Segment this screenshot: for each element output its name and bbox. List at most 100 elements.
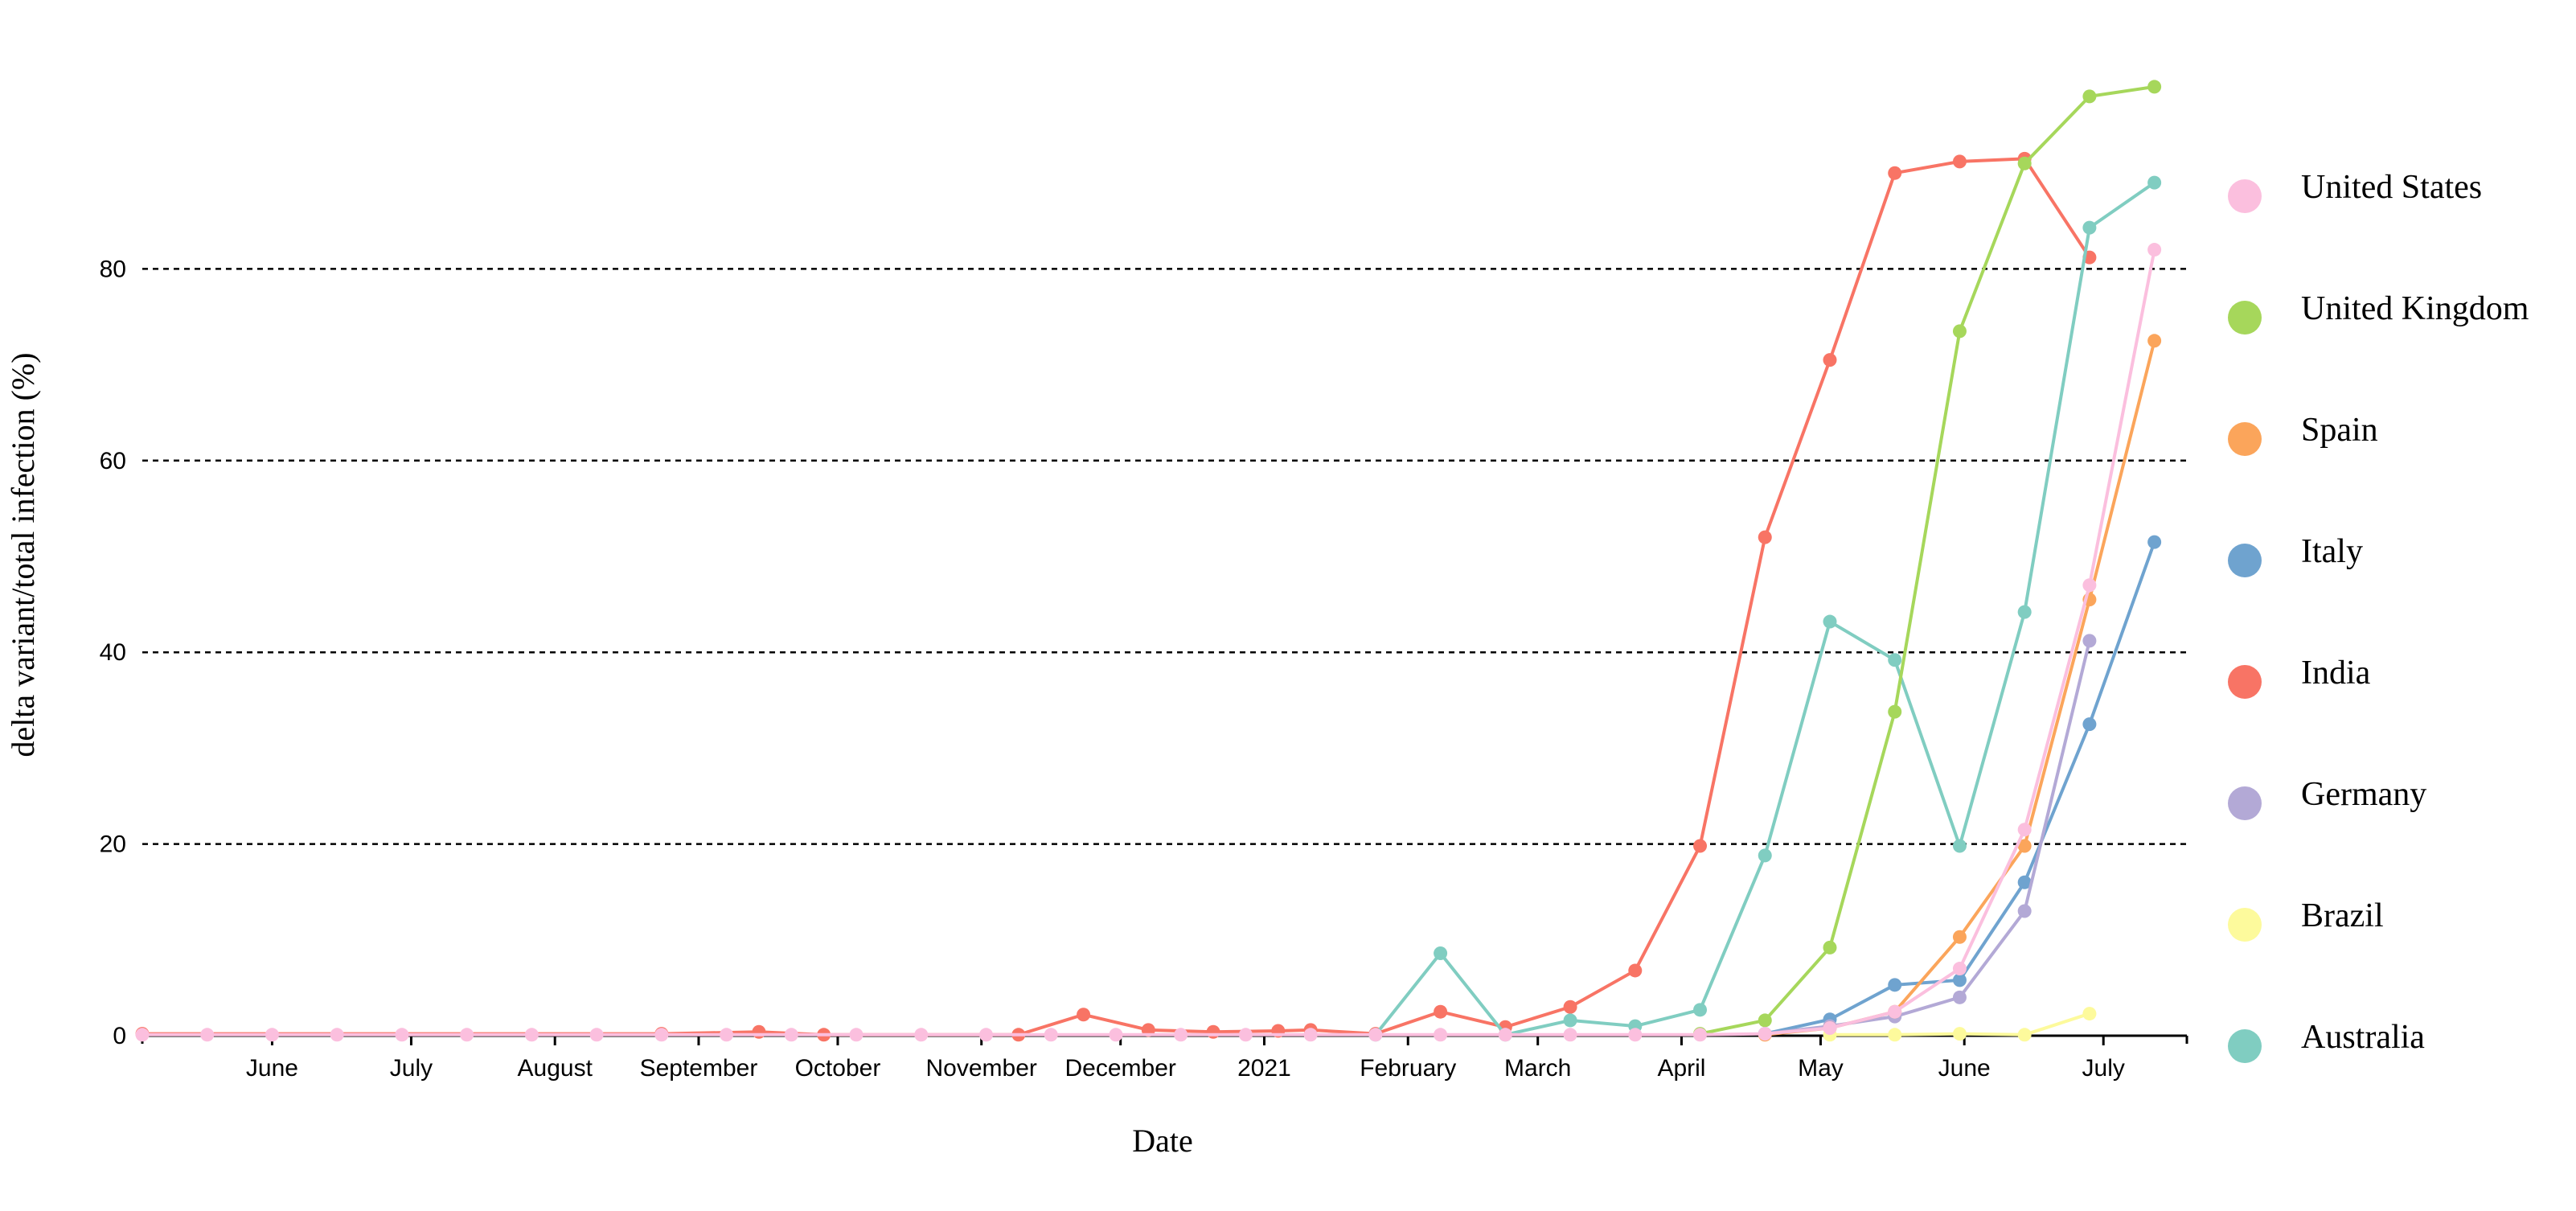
- data-point: [2082, 717, 2097, 732]
- y-tick-label: 40: [100, 639, 126, 666]
- data-point: [1952, 839, 1967, 853]
- y-tick-label: 20: [100, 831, 126, 858]
- x-tick-label: April: [1657, 1055, 1705, 1082]
- data-point: [1823, 614, 1837, 629]
- data-point: [2147, 243, 2162, 257]
- data-point: [460, 1028, 474, 1042]
- data-point: [2082, 634, 2097, 648]
- data-point: [1077, 1008, 1091, 1022]
- data-point: [1303, 1028, 1318, 1042]
- data-point: [2017, 904, 2032, 918]
- data-point: [1952, 990, 1967, 1004]
- data-point: [2082, 89, 2097, 104]
- x-tick-label: November: [926, 1055, 1037, 1082]
- legend-label: Germany: [2301, 776, 2426, 813]
- data-point: [2147, 175, 2162, 190]
- data-point: [1888, 1004, 1902, 1019]
- legend-swatch: [2228, 908, 2262, 942]
- legend-label: United States: [2301, 169, 2482, 206]
- legend-label: Italy: [2301, 533, 2363, 570]
- legend-swatch: [2228, 301, 2262, 335]
- x-axis-title: Date: [1132, 1123, 1193, 1159]
- axes: 0 20 40 60 80 June July August September October N…: [100, 256, 2188, 1082]
- data-point: [2017, 156, 2032, 170]
- legend-label: Spain: [2301, 412, 2378, 449]
- data-point: [1628, 1028, 1643, 1042]
- series-line: [1374, 181, 2156, 1037]
- legend-swatch: [2228, 179, 2262, 213]
- data-point: [1434, 946, 1448, 960]
- x-tick-label: December: [1065, 1055, 1176, 1082]
- x-tick-label: March: [1504, 1055, 1571, 1082]
- data-point: [1888, 1028, 1902, 1042]
- data-point: [1498, 1028, 1512, 1042]
- data-point: [2017, 875, 2032, 889]
- data-point: [1628, 963, 1643, 978]
- data-point: [1758, 1013, 1772, 1028]
- data-point: [1952, 962, 1967, 976]
- data-point: [720, 1028, 734, 1042]
- x-tick-label: September: [640, 1055, 758, 1082]
- data-point: [2017, 823, 2032, 837]
- data-point: [1044, 1028, 1058, 1042]
- data-point: [2082, 578, 2097, 593]
- series-line: [1764, 541, 2156, 1036]
- data-point: [1434, 1004, 1448, 1019]
- data-point: [849, 1028, 863, 1042]
- data-point: [1952, 973, 1967, 987]
- legend-label: Australia: [2301, 1019, 2425, 1056]
- data-point: [914, 1028, 929, 1042]
- data-point: [1174, 1028, 1188, 1042]
- x-tick-label: July: [2082, 1055, 2125, 1082]
- data-point: [1888, 704, 1902, 719]
- legend-swatch: [2228, 1029, 2262, 1063]
- data-point: [1952, 930, 1967, 944]
- data-point: [1563, 1028, 1577, 1042]
- data-point: [1888, 653, 1902, 667]
- legend-label: Brazil: [2301, 897, 2384, 934]
- data-point: [135, 1028, 150, 1042]
- data-point: [654, 1028, 669, 1042]
- series-line: [142, 249, 2156, 1037]
- data-point: [1888, 166, 1902, 180]
- legend-swatch: [2228, 786, 2262, 820]
- legend-label: United Kingdom: [2301, 290, 2529, 327]
- x-tick-label: July: [390, 1055, 433, 1082]
- x-tick-label: 2021: [1237, 1055, 1291, 1082]
- data-point: [2147, 80, 2162, 94]
- data-point: [2147, 334, 2162, 348]
- data-point: [200, 1028, 215, 1042]
- data-point: [1206, 1024, 1220, 1039]
- data-point: [1368, 1028, 1383, 1042]
- data-point: [524, 1028, 539, 1042]
- legend-swatch: [2228, 544, 2262, 577]
- data-point: [1434, 1028, 1448, 1042]
- y-tick-label: 0: [113, 1023, 126, 1049]
- x-tick-label: February: [1360, 1055, 1456, 1082]
- data-point: [265, 1028, 279, 1042]
- y-axis-title: delta variant/total infection (%): [5, 352, 41, 757]
- x-tick-label: June: [246, 1055, 298, 1082]
- data-point: [1952, 324, 1967, 339]
- series-line: [1700, 84, 2155, 1036]
- data-point: [1952, 154, 1967, 169]
- data-point: [1109, 1028, 1123, 1042]
- gridlines: [142, 268, 2187, 845]
- legend-swatch: [2228, 665, 2262, 699]
- data-point: [395, 1028, 409, 1042]
- data-point: [752, 1024, 766, 1039]
- data-point: [1758, 1027, 1772, 1041]
- data-point: [1238, 1028, 1253, 1042]
- data-point: [1952, 1027, 1967, 1041]
- x-tick-label: June: [1938, 1055, 1991, 1082]
- data-point: [1758, 530, 1772, 544]
- data-point: [1758, 848, 1772, 863]
- data-point: [784, 1028, 798, 1042]
- x-tick-label: May: [1798, 1055, 1844, 1082]
- data-point: [589, 1028, 604, 1042]
- data-point: [1888, 978, 1902, 992]
- x-tick-label: August: [518, 1055, 593, 1082]
- y-tick-label: 60: [100, 448, 126, 474]
- data-point: [978, 1028, 993, 1042]
